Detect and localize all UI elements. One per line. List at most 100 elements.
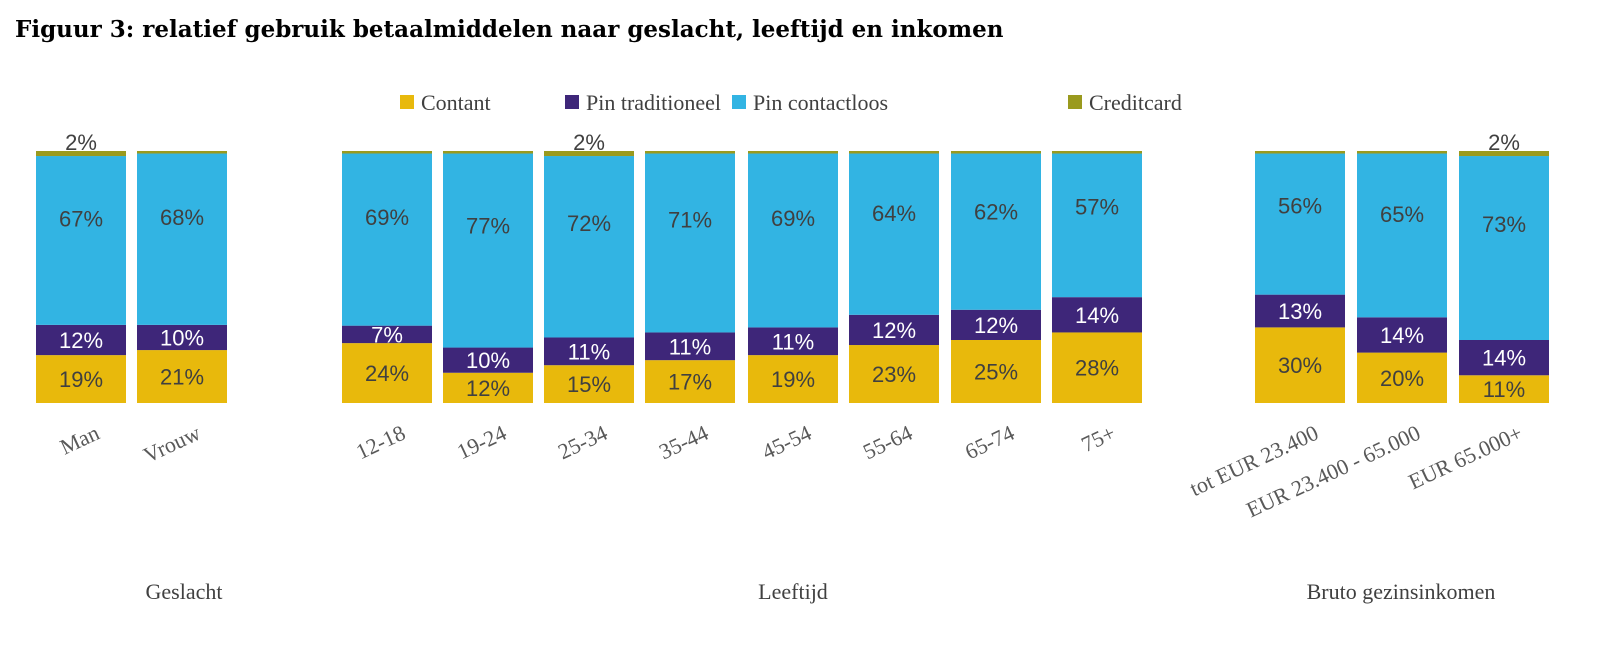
bar-65-74-contant xyxy=(951,340,1041,403)
bar-tot-eur-23-400-pin-contactloos xyxy=(1255,153,1345,295)
data-label-55-64-contant: 23% xyxy=(872,362,916,387)
bar-45-54-pin-contactloos xyxy=(748,153,838,328)
x-tick-65-74: 65-74 xyxy=(961,420,1018,464)
data-label-25-34-pin-contactloos: 72% xyxy=(567,211,611,236)
bar-vrouw-creditcard xyxy=(137,151,227,154)
data-label-19-24-pin-traditioneel: 10% xyxy=(466,348,510,373)
legend-swatch-pin-contactloos xyxy=(732,95,746,109)
group-label-bruto-gezinsinkomen: Bruto gezinsinkomen xyxy=(1307,579,1496,604)
data-label-45-54-contant: 19% xyxy=(771,367,815,392)
data-label-65-74-contant: 25% xyxy=(974,360,1018,385)
legend-swatch-creditcard xyxy=(1068,95,1082,109)
legend-label-pin-contactloos: Pin contactloos xyxy=(753,90,888,115)
x-tick-12-18: 12-18 xyxy=(352,420,409,464)
x-tick-man: Man xyxy=(56,420,103,460)
data-label-eur-23-400-65-000-contant: 20% xyxy=(1380,366,1424,391)
bar-12-18-pin-traditioneel xyxy=(342,325,432,344)
bar-vrouw-pin-contactloos xyxy=(137,153,227,325)
legend: Contant Pin traditioneel Pin contactloos Cr… xyxy=(400,90,1182,115)
legend-label-pin-traditioneel: Pin traditioneel xyxy=(586,90,721,115)
data-label-45-54-pin-traditioneel: 11% xyxy=(772,329,814,354)
data-labels: 19% 12% 67% 2% 21% 10% 68% 24% 7% 69% 12% 10% 77% 15%… xyxy=(59,130,1526,402)
legend-swatch-contant xyxy=(400,95,414,109)
bar-75-pin-contactloos xyxy=(1052,153,1142,298)
bar-35-44-creditcard xyxy=(645,151,735,154)
bar-19-24-pin-contactloos xyxy=(443,153,533,348)
data-label-75-contant: 28% xyxy=(1075,356,1119,381)
bar-eur-65-000-pin-contactloos xyxy=(1459,156,1549,340)
data-label-19-24-pin-contactloos: 77% xyxy=(466,213,510,238)
bar-25-34-pin-traditioneel xyxy=(544,337,634,366)
legend-item-creditcard: Creditcard xyxy=(1068,90,1182,115)
bar-75-contant xyxy=(1052,332,1142,403)
bar-75-creditcard xyxy=(1052,151,1142,154)
bar-12-18-pin-contactloos xyxy=(342,153,432,326)
bar-19-24-contant xyxy=(443,372,533,403)
data-label-eur-65-000-pin-contactloos: 73% xyxy=(1482,212,1526,237)
data-label-12-18-pin-traditioneel: 7% xyxy=(371,322,403,347)
data-label-55-64-pin-contactloos: 64% xyxy=(872,201,916,226)
data-label-12-18-contant: 24% xyxy=(365,361,409,386)
data-label-vrouw-pin-contactloos: 68% xyxy=(160,205,204,230)
x-tick-75: 75+ xyxy=(1077,420,1119,457)
bar-75-pin-traditioneel xyxy=(1052,297,1142,333)
bar-55-64-creditcard xyxy=(849,151,939,154)
bar-tot-eur-23-400-contant xyxy=(1255,327,1345,403)
data-label-65-74-pin-traditioneel: 12% xyxy=(974,313,1018,338)
bar-man-pin-contactloos xyxy=(36,156,126,325)
data-label-25-34-contant: 15% xyxy=(567,372,611,397)
bar-19-24-pin-traditioneel xyxy=(443,347,533,373)
data-label-eur-23-400-65-000-pin-contactloos: 65% xyxy=(1380,202,1424,227)
bar-25-34-pin-contactloos xyxy=(544,156,634,338)
bar-man-pin-traditioneel xyxy=(36,324,126,356)
bar-35-44-contant xyxy=(645,360,735,403)
data-label-35-44-pin-traditioneel: 11% xyxy=(669,334,711,359)
data-label-25-34-creditcard: 2% xyxy=(573,130,605,155)
x-tick-19-24: 19-24 xyxy=(453,420,510,464)
x-tick-eur-65-000: EUR 65.000+ xyxy=(1405,420,1527,494)
data-label-eur-23-400-65-000-pin-traditioneel: 14% xyxy=(1380,323,1424,348)
legend-label-creditcard: Creditcard xyxy=(1089,90,1182,115)
bar-45-54-pin-traditioneel xyxy=(748,327,838,356)
data-label-19-24-contant: 12% xyxy=(466,376,510,401)
bar-man-creditcard xyxy=(36,151,126,157)
bar-45-54-creditcard xyxy=(748,151,838,154)
x-tick-35-44: 35-44 xyxy=(655,420,712,464)
bar-25-34-contant xyxy=(544,365,634,403)
legend-swatch-pin-traditioneel xyxy=(565,95,579,109)
bar-65-74-pin-contactloos xyxy=(951,153,1041,310)
data-label-vrouw-pin-traditioneel: 10% xyxy=(160,325,204,350)
data-label-eur-65-000-pin-traditioneel: 14% xyxy=(1482,346,1526,371)
data-label-eur-65-000-creditcard: 2% xyxy=(1488,130,1520,155)
bar-eur-23-400-65-000-contant xyxy=(1357,352,1447,403)
chart-title: Figuur 3: relatief gebruik betaalmiddele… xyxy=(15,16,1004,43)
bar-19-24-creditcard xyxy=(443,151,533,154)
bar-eur-65-000-pin-traditioneel xyxy=(1459,340,1549,376)
bar-eur-23-400-65-000-pin-contactloos xyxy=(1357,153,1447,318)
bar-35-44-pin-contactloos xyxy=(645,153,735,333)
x-tick-45-54: 45-54 xyxy=(758,420,815,464)
bar-35-44-pin-traditioneel xyxy=(645,332,735,361)
data-label-55-64-pin-traditioneel: 12% xyxy=(872,318,916,343)
bar-12-18-creditcard xyxy=(342,151,432,154)
bar-eur-23-400-65-000-creditcard xyxy=(1357,151,1447,154)
legend-item-pin-traditioneel: Pin traditioneel xyxy=(565,90,721,115)
bar-55-64-pin-contactloos xyxy=(849,153,939,315)
bar-65-74-creditcard xyxy=(951,151,1041,154)
x-tick-vrouw: Vrouw xyxy=(139,420,204,468)
data-label-tot-eur-23-400-pin-contactloos: 56% xyxy=(1278,194,1322,219)
bar-55-64-pin-traditioneel xyxy=(849,314,939,346)
data-label-12-18-pin-contactloos: 69% xyxy=(365,205,409,230)
data-label-tot-eur-23-400-contant: 30% xyxy=(1278,353,1322,378)
data-label-45-54-pin-contactloos: 69% xyxy=(771,206,815,231)
bar-tot-eur-23-400-pin-traditioneel xyxy=(1255,294,1345,328)
bar-45-54-contant xyxy=(748,355,838,403)
bar-65-74-pin-traditioneel xyxy=(951,309,1041,340)
legend-label-contant: Contant xyxy=(421,90,491,115)
data-label-man-contant: 19% xyxy=(59,367,103,392)
data-label-man-creditcard: 2% xyxy=(65,130,97,155)
x-tick-25-34: 25-34 xyxy=(554,420,611,464)
bar-vrouw-pin-traditioneel xyxy=(137,324,227,351)
bar-eur-23-400-65-000-pin-traditioneel xyxy=(1357,317,1447,353)
